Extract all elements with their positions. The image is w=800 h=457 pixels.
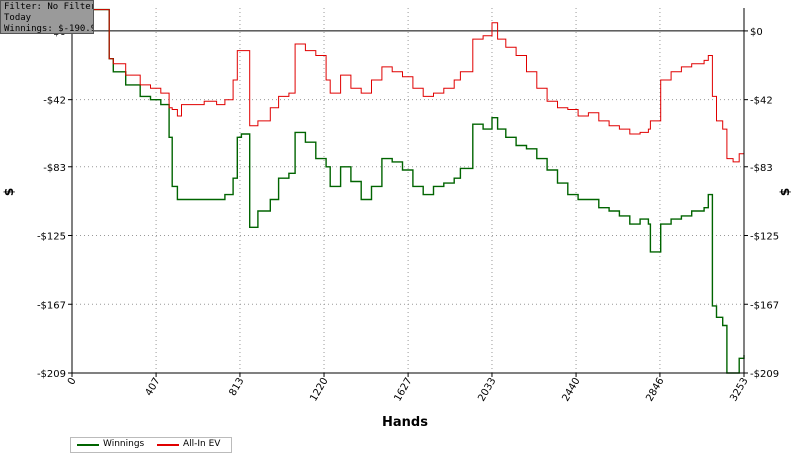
y-tick-label: -$83	[750, 163, 773, 174]
y-tick-label: -$83	[43, 163, 66, 174]
y-tick-labels-right: $0 -$42 -$83 -$125 -$167 -$209	[750, 27, 779, 380]
y-tick-label: -$125	[37, 232, 66, 243]
legend-label-allin-ev: All-In EV	[183, 439, 221, 449]
series-line-all-in-ev	[72, 9, 745, 163]
grid	[71, 8, 745, 374]
winnings-text: Winnings: $-190.93	[4, 24, 94, 34]
y-tick-labels-left: $0-$42-$83-$125-$167-$209	[37, 27, 66, 380]
y-tick-label: -$167	[750, 300, 779, 311]
y-tick-label: -$167	[37, 300, 66, 311]
x-tick-label: 1627	[392, 376, 414, 404]
x-tick-label: 2033	[476, 376, 498, 404]
x-tick-label: 407	[144, 376, 163, 398]
period-text: Today	[4, 13, 32, 23]
y-tick-label: -$209	[37, 369, 66, 380]
y-tick-label: -$42	[750, 96, 773, 107]
y-axis-label-right: $	[778, 187, 793, 197]
legend-label-winnings: Winnings	[103, 439, 145, 449]
x-axis-label: Hands	[382, 415, 428, 430]
y-axis-label-left: $	[2, 187, 17, 197]
x-tick-label: 2846	[644, 376, 666, 404]
y-tick-label: -$125	[750, 232, 779, 243]
filter-text: Filter: No Filter	[4, 2, 94, 12]
x-tick-label: 1220	[308, 376, 330, 404]
y-tick-label: $0	[750, 27, 763, 38]
axes	[68, 8, 748, 377]
legend-swatch-allin-ev	[157, 444, 179, 446]
series-lines	[72, 8, 745, 374]
x-tick-labels: 0 407 813 1220 1627 2033 2440 2846 3253	[66, 376, 751, 404]
x-tick-label: 3253	[728, 376, 750, 404]
y-tick-label: -$42	[43, 96, 66, 107]
legend-swatch-winnings	[77, 444, 99, 446]
x-tick-label: 813	[227, 376, 246, 398]
x-tick-label: 2440	[560, 376, 582, 404]
series-line-winnings	[72, 8, 745, 374]
legend: Winnings All-In EV	[70, 437, 232, 453]
x-tick-label: 0	[66, 376, 79, 387]
info-box: Filter: No Filter Today Winnings: $-190.…	[0, 0, 94, 34]
y-tick-label: -$209	[750, 369, 779, 380]
